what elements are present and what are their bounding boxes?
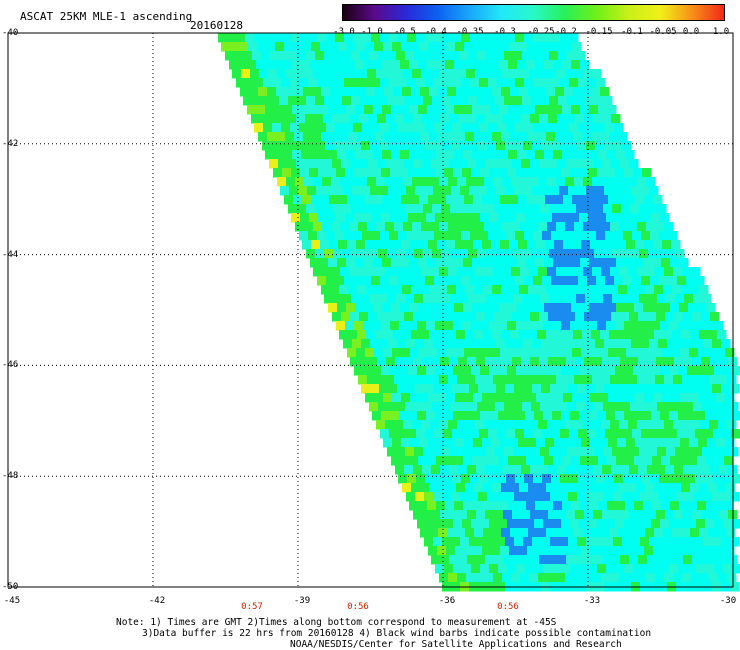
longitude-tick-label: -45	[3, 596, 21, 606]
product-date: 20160128	[190, 19, 243, 32]
color-scale-tick-label: -0.4	[425, 27, 447, 37]
time-label: 0:56	[347, 602, 369, 612]
time-label: 0:56	[497, 602, 519, 612]
longitude-tick-label: -36	[438, 596, 456, 606]
longitude-tick-label: -33	[583, 596, 601, 606]
color-scale-tick-label: -1.0	[361, 27, 383, 37]
color-scale-bar	[342, 4, 725, 21]
color-scale-tick-label: -0.15	[585, 27, 613, 37]
latitude-tick-label: -42	[2, 138, 19, 149]
color-scale-tick-label: 0.0	[682, 27, 700, 37]
longitude-tick-label: -39	[293, 596, 311, 606]
color-scale-tick-label: 1.0	[712, 27, 730, 37]
color-scale-tick-label: -0.05	[649, 27, 677, 37]
latitude-tick-label: -40	[2, 28, 19, 38]
swath-data	[218, 33, 740, 592]
note-credit: NOAA/NESDIS/Center for Satellite Applica…	[290, 639, 622, 650]
color-scale-gradient	[343, 5, 724, 20]
longitude-tick-label: -30	[719, 596, 737, 606]
time-label: 0:57	[241, 602, 263, 612]
longitude-tick-label: -42	[148, 596, 166, 606]
latitude-tick-label: -50	[2, 582, 19, 592]
color-scale-tick-label: -0.1	[621, 27, 643, 37]
color-scale-tick-label: -3.0	[333, 27, 355, 37]
latitude-tick-label: -48	[2, 471, 19, 482]
product-title: ASCAT 25KM MLE-1 ascending	[20, 10, 193, 23]
note-line: Note: 1) Times are GMT 2)Times along bot…	[116, 617, 557, 628]
color-scale-tick-label: -0.25	[527, 27, 555, 37]
color-scale-tick-label: -0.5	[394, 27, 416, 37]
latitude-tick-label: -44	[2, 249, 19, 260]
color-scale-tick-label: -0.2	[555, 27, 577, 37]
color-scale-tick-label: -0.3	[494, 27, 516, 37]
latitude-tick-label: -46	[2, 360, 19, 371]
note-line: 3)Data buffer is 22 hrs from 20160128 4)…	[142, 628, 652, 639]
color-scale-tick-label: -0.35	[456, 27, 484, 37]
